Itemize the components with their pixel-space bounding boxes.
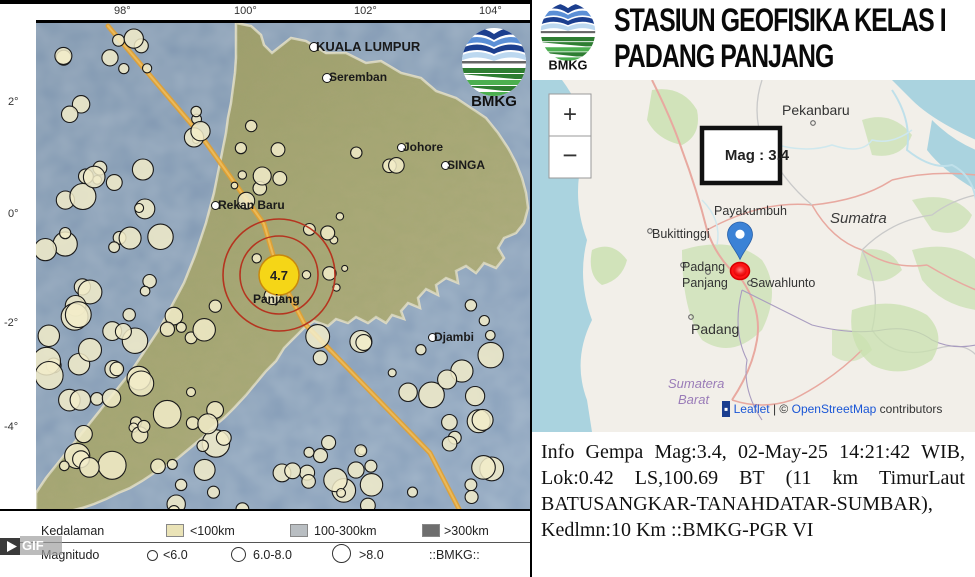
svg-text:+: + bbox=[563, 101, 577, 128]
svg-text:−: − bbox=[562, 140, 577, 170]
svg-text:BMKG: BMKG bbox=[471, 93, 517, 108]
svg-text:BMKG: BMKG bbox=[549, 57, 588, 71]
